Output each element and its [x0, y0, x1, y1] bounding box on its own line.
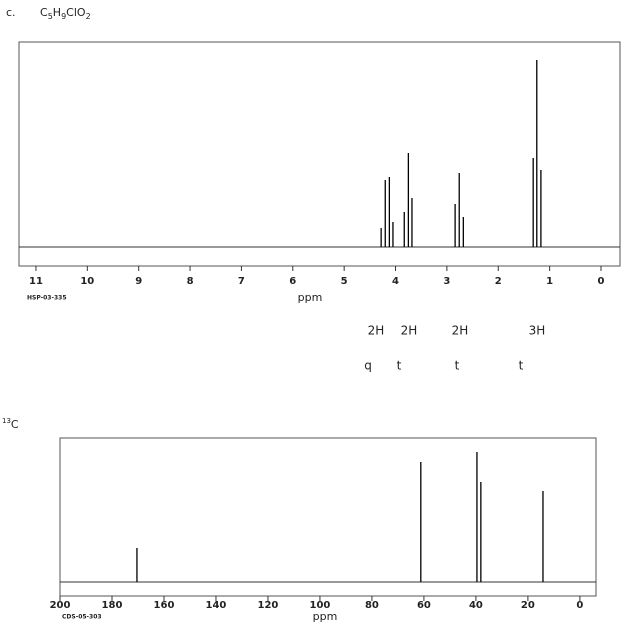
x-tick-label: 7 [238, 276, 245, 287]
x-tick-label: 40 [469, 600, 483, 611]
x-tick-label: 180 [102, 600, 123, 611]
x-tick-label: 5 [341, 276, 348, 287]
multiplicity: t [397, 359, 402, 373]
multiplicity: t [455, 359, 460, 373]
integration: 3H [529, 324, 546, 338]
spectrum-code: CDS-05-303 [62, 614, 102, 621]
x-axis-label: ppm [298, 291, 323, 304]
multiplicity: q [364, 359, 372, 373]
x-tick-label: 120 [258, 600, 279, 611]
x-tick-label: 10 [80, 276, 94, 287]
x-tick-label: 3 [443, 276, 450, 287]
x-tick-label: 0 [598, 276, 605, 287]
formula: C5H9ClO2 [40, 6, 91, 21]
spectrum-label: c. [6, 6, 16, 19]
x-tick-label: 4 [392, 276, 399, 287]
plot-frame [18, 41, 621, 267]
x-tick-label: 20 [521, 600, 535, 611]
x-tick-label: 2 [495, 276, 502, 287]
x-tick-label: 11 [29, 276, 43, 287]
x-tick-label: 9 [135, 276, 142, 287]
x-tick-label: 140 [206, 600, 227, 611]
plot-frame [59, 437, 597, 597]
integration: 2H [368, 324, 385, 338]
x-tick-label: 0 [576, 600, 583, 611]
x-tick-label: 100 [310, 600, 331, 611]
x-axis-label: ppm [313, 610, 338, 623]
integration: 2H [452, 324, 469, 338]
x-tick-label: 1 [546, 276, 553, 287]
x-tick-label: 200 [50, 600, 71, 611]
x-tick-label: 6 [289, 276, 296, 287]
x-tick-label: 160 [154, 600, 175, 611]
x-tick-label: 8 [187, 276, 194, 287]
integration: 2H [401, 324, 418, 338]
carbon-title: 13C [2, 417, 19, 431]
multiplicity: t [519, 359, 524, 373]
x-tick-label: 60 [417, 600, 431, 611]
x-tick-label: 80 [365, 600, 379, 611]
spectrum-code: HSP-03-335 [27, 295, 67, 302]
